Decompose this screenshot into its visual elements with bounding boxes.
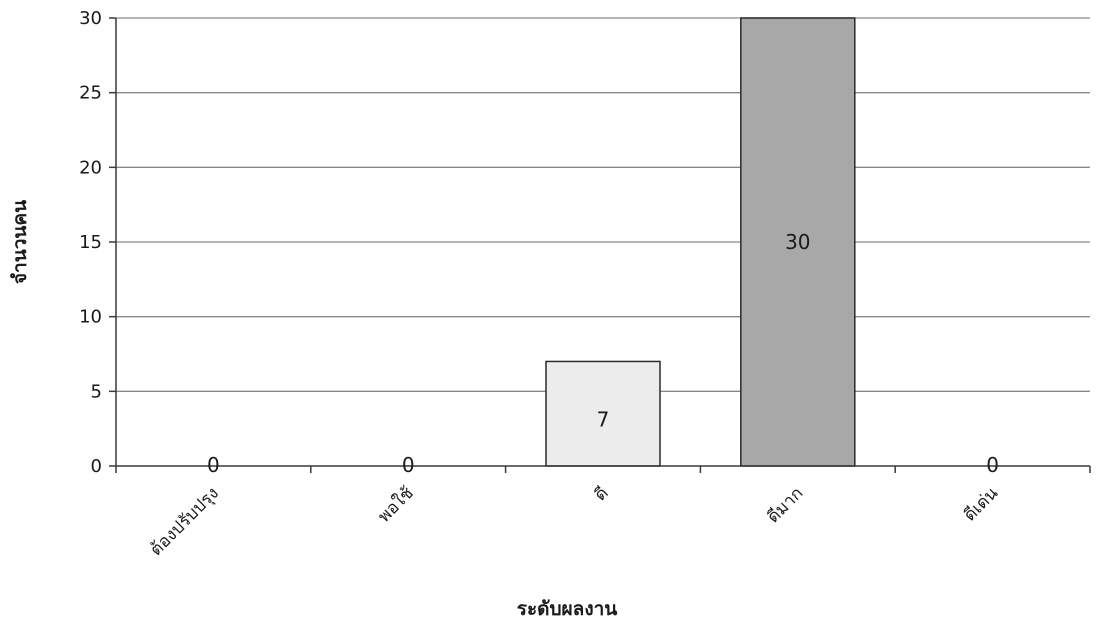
y-tick-label: 15 [79, 232, 102, 253]
y-axis-title: จำนวนคน [9, 200, 31, 284]
x-category-label: ดีมาก [763, 483, 807, 527]
data-label: 0 [207, 453, 220, 477]
data-label: 0 [402, 453, 415, 477]
x-category-label: พอใช้ [374, 483, 418, 527]
y-tick-label: 10 [79, 307, 102, 328]
bar [740, 17, 856, 467]
gridlines [116, 17, 1090, 392]
x-category-label: ต้องปรับปรุง [146, 483, 223, 560]
bars [545, 17, 856, 467]
y-tick-label: 30 [79, 8, 102, 29]
data-label: 30 [785, 230, 810, 254]
data-label: 0 [986, 453, 999, 477]
y-tick-label: 20 [79, 157, 102, 178]
x-axis-title: ระดับผลงาน [517, 598, 618, 620]
y-tick-label: 0 [91, 456, 102, 477]
axes: 0 5 10 15 20 25 30 [79, 8, 1091, 477]
data-label: 7 [597, 408, 610, 432]
y-tick-label: 5 [91, 381, 102, 402]
x-category-label: ดี [591, 483, 613, 505]
y-tick-label: 25 [79, 83, 102, 104]
x-category-label: ดีเด่น [960, 483, 1002, 525]
